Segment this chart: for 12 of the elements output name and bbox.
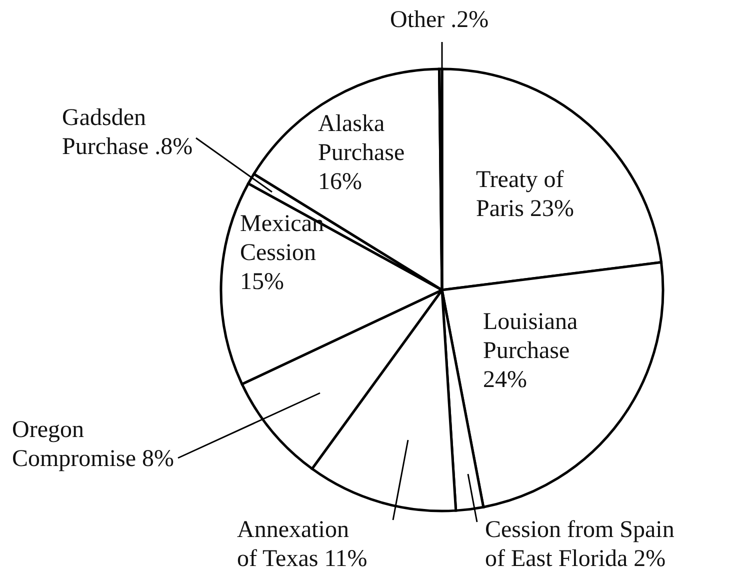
slice-label: Annexation of Texas 11%	[237, 517, 368, 572]
slice-label: Alaska Purchase	[318, 111, 405, 166]
data-label: 15%	[240, 269, 284, 295]
data-label: 16%	[318, 169, 362, 195]
slice-label: Mexican Cession	[240, 211, 324, 266]
slice-label: Treaty of Paris 23%	[476, 167, 574, 222]
data-label: 24%	[483, 367, 527, 393]
slice-label: Cession from Spain of East Florida 2%	[485, 517, 674, 572]
slice-label: Gadsden Purchase .8%	[62, 105, 193, 160]
slice-label: Oregon Compromise 8%	[12, 417, 174, 472]
slice-label: Other .2%	[390, 7, 489, 33]
slice-label: Louisiana Purchase	[483, 309, 578, 364]
